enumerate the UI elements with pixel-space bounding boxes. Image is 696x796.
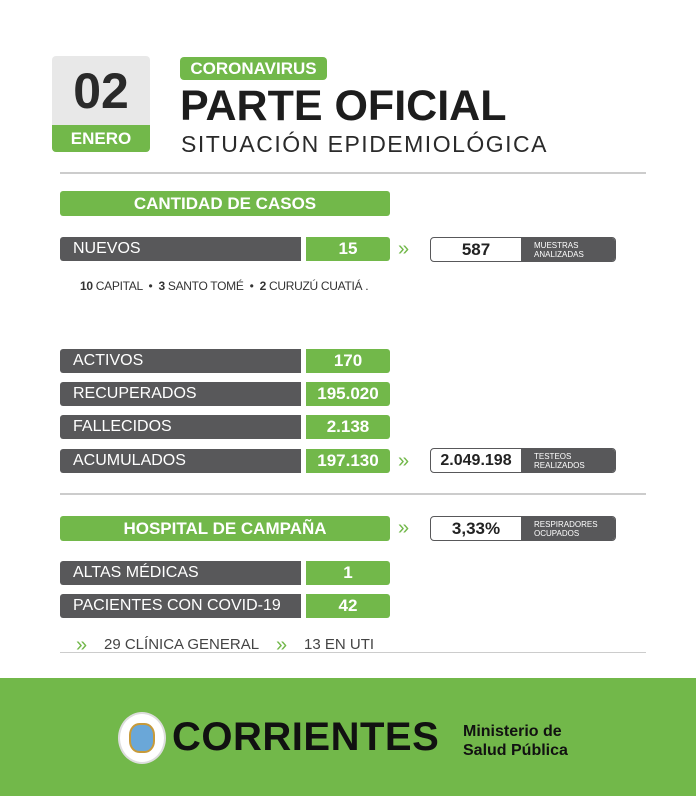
hospital-section-title: HOSPITAL DE CAMPAÑA [60, 516, 390, 541]
page-subtitle: SITUACIÓN EPIDEMIOLÓGICA [181, 131, 548, 157]
tests-value: 2.049.198 [440, 452, 512, 469]
samples-label-line2: ANALIZADAS [534, 250, 584, 259]
divider [60, 652, 646, 653]
covid-patients-label: PACIENTES CON COVID-19 [60, 594, 301, 618]
new-cases-breakdown: 10 CAPITAL • 3 SANTO TOMÉ • 2 CURUZÚ CUA… [80, 279, 369, 293]
tests-box: 2.049.198 TESTEOS REALIZADOS [430, 448, 616, 473]
general-clinic-note: 29 CLÍNICA GENERAL [104, 636, 260, 653]
new-cases-value: 15 [306, 237, 390, 261]
date-badge: 02 ENERO [52, 56, 150, 152]
ministry-name: Ministerio de Salud Pública [463, 722, 568, 760]
samples-label-line1: MUESTRAS [534, 241, 579, 250]
respirators-value: 3,33% [451, 519, 501, 538]
chevron-double-right-icon: » [76, 634, 88, 656]
coronavirus-tag: CORONAVIRUS [180, 57, 327, 80]
cases-section-title: CANTIDAD DE CASOS [60, 191, 390, 216]
breakdown-place: CURUZÚ CUATIÁ . [269, 279, 369, 293]
date-month: ENERO [52, 125, 150, 152]
brand-name: CORRIENTES [172, 715, 440, 759]
chevron-double-right-icon: » [398, 517, 410, 539]
samples-label: MUESTRAS ANALIZADAS [521, 238, 615, 261]
breakdown-place: SANTO TOMÉ [167, 279, 244, 293]
page-title: PARTE OFICIAL [180, 82, 507, 130]
respirators-label-line1: RESPIRADORES [534, 520, 598, 529]
tests-label-line2: REALIZADOS [534, 461, 585, 470]
discharges-label: ALTAS MÉDICAS [60, 561, 301, 585]
footer [0, 678, 696, 796]
accumulated-label: ACUMULADOS [60, 449, 301, 473]
date-day: 02 [73, 63, 129, 119]
respirators-label-line2: OCUPADOS [534, 529, 580, 538]
ministry-line1: Ministerio de [463, 723, 562, 740]
breakdown-count: 3 [158, 279, 165, 293]
new-cases-label: NUEVOS [60, 237, 301, 261]
chevron-double-right-icon: » [398, 450, 410, 472]
respirators-box: 3,33% RESPIRADORES OCUPADOS [430, 516, 616, 541]
respirators-label: RESPIRADORES OCUPADOS [521, 517, 615, 540]
deceased-value: 2.138 [306, 415, 390, 439]
deceased-label: FALLECIDOS [60, 415, 301, 439]
divider [60, 172, 646, 174]
recovered-value: 195.020 [306, 382, 390, 406]
tests-label: TESTEOS REALIZADOS [521, 449, 615, 472]
province-seal-logo [118, 712, 166, 764]
samples-box: 587 MUESTRAS ANALIZADAS [430, 237, 616, 262]
recovered-label: RECUPERADOS [60, 382, 301, 406]
accumulated-value: 197.130 [306, 449, 390, 473]
divider [60, 493, 646, 495]
ministry-line2: Salud Pública [463, 742, 568, 759]
active-value: 170 [306, 349, 390, 373]
samples-value: 587 [461, 240, 491, 259]
icu-note: 13 EN UTI [304, 636, 375, 653]
tests-label-line1: TESTEOS [534, 452, 572, 461]
chevron-double-right-icon: » [398, 238, 410, 260]
discharges-value: 1 [306, 561, 390, 585]
chevron-double-right-icon: » [276, 634, 288, 656]
breakdown-place: CAPITAL [95, 279, 143, 293]
breakdown-count: 2 [259, 279, 267, 293]
breakdown-count: 10 [80, 279, 93, 293]
active-label: ACTIVOS [60, 349, 301, 373]
covid-patients-value: 42 [306, 594, 390, 618]
